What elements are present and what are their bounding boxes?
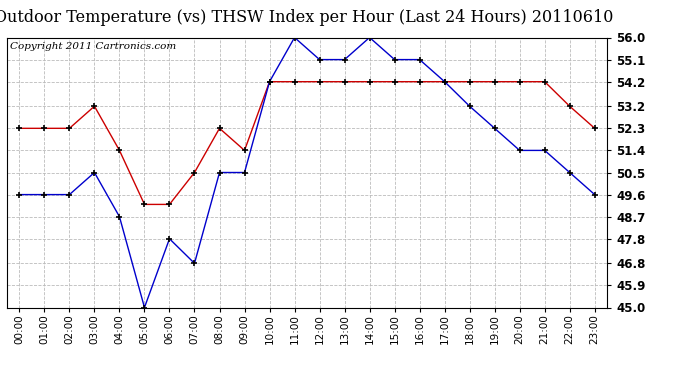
Text: Copyright 2011 Cartronics.com: Copyright 2011 Cartronics.com — [10, 42, 176, 51]
Text: Outdoor Temperature (vs) THSW Index per Hour (Last 24 Hours) 20110610: Outdoor Temperature (vs) THSW Index per … — [0, 9, 613, 26]
